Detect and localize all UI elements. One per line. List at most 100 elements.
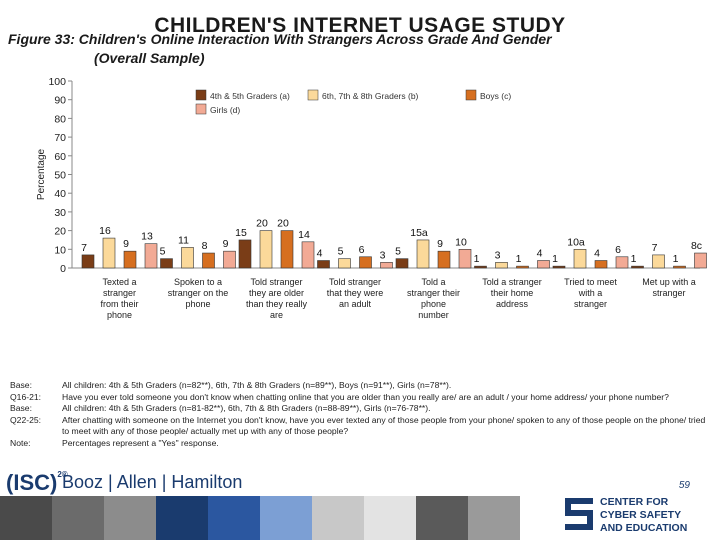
category-label-line: an adult	[339, 299, 372, 309]
bar	[102, 237, 116, 269]
data-label: 10	[455, 236, 467, 248]
data-label: 14	[298, 229, 310, 241]
footer-strip-block	[52, 496, 104, 540]
bar	[223, 250, 236, 269]
category-label-line: are	[270, 310, 283, 320]
category-label-line: stranger	[103, 288, 136, 298]
footer-strip-block	[468, 496, 520, 540]
data-label: 4	[317, 248, 323, 260]
data-label: 7	[652, 242, 658, 254]
legend-label: Boys (c)	[480, 91, 511, 101]
study-title: CHILDREN'S INTERNET USAGE STUDY	[154, 14, 566, 37]
bar	[160, 258, 173, 269]
bar-chart: 0 10 20 30 40 50 60 70 80 90 100 Percentage 4th & 5t…	[36, 76, 707, 320]
data-label: 8c	[691, 240, 702, 252]
footer-color-strip	[0, 496, 520, 540]
data-label: 4	[594, 248, 600, 260]
data-label: 8	[202, 240, 208, 252]
bar	[144, 243, 158, 269]
bar	[317, 260, 330, 269]
y-axis-label: Percentage	[36, 148, 47, 200]
category-label-line: stranger	[652, 288, 685, 298]
note-percentages: Note: Percentages represent a "Yes" respo…	[10, 437, 219, 448]
data-label: 1	[673, 253, 679, 265]
y-tick-label: 100	[48, 76, 66, 88]
data-label: 9	[437, 238, 443, 250]
figure-title: Figure 33: Children's Online Interaction…	[8, 30, 552, 68]
data-label: 15a	[410, 227, 428, 239]
data-label: 4	[537, 248, 543, 260]
data-label: 9	[223, 238, 229, 250]
footer-strip-block	[416, 496, 468, 540]
note-base-2: Base: All children: 4th & 5th Graders (n=…	[10, 403, 431, 413]
y-tick-label: 80	[54, 113, 66, 125]
bar	[338, 258, 351, 269]
bar	[474, 265, 487, 269]
category-label: Tried to meet with a stranger	[564, 277, 617, 309]
category-label-line: Told a	[421, 277, 445, 287]
data-label: 11	[178, 234, 189, 246]
bar	[652, 254, 665, 269]
bar	[301, 241, 315, 269]
y-tick-label: 60	[54, 151, 66, 163]
data-label: 1	[474, 253, 480, 265]
y-tick-label: 50	[54, 170, 66, 182]
legend-label: Girls (d)	[210, 105, 240, 115]
legend-label: 6th, 7th & 8th Graders (b)	[322, 91, 419, 101]
category-label: Told stranger that they were an adult	[327, 277, 384, 309]
data-label: 1	[631, 253, 637, 265]
category-label-line: stranger their	[407, 288, 460, 298]
category-label-line: Spoken to a	[174, 277, 222, 287]
figure-title-text: Figure 33: Children's Online Interaction…	[8, 31, 552, 47]
data-label: 1	[516, 253, 522, 265]
y-tick-label: 90	[54, 95, 66, 107]
bar	[238, 239, 252, 269]
data-label: 5	[160, 246, 166, 258]
bar	[416, 239, 430, 269]
footer-strip-block	[208, 496, 260, 540]
data-label: 5	[338, 246, 344, 258]
data-label: 7	[81, 242, 87, 254]
bar	[359, 256, 372, 269]
y-tick-label: 20	[54, 226, 66, 238]
data-label: 20	[277, 218, 289, 230]
category-label: Met up with a stranger	[642, 277, 696, 298]
category-label: Spoken to a stranger on the phone	[168, 277, 229, 309]
category-label-line: from their	[100, 299, 138, 309]
bar	[615, 256, 629, 269]
data-label: 15	[235, 227, 247, 239]
bar	[280, 230, 294, 269]
category-label: Told stranger they are older than they rea…	[246, 277, 308, 320]
bar	[123, 250, 137, 269]
bar	[437, 250, 451, 269]
data-label: 10a	[567, 236, 585, 248]
figure-subtitle: (Overall Sample)	[94, 50, 205, 66]
legend-swatch	[465, 89, 477, 101]
legend-swatch	[307, 89, 319, 101]
category-label-line: Texted a	[102, 277, 136, 287]
category-label: Texted a stranger from their phone	[100, 277, 138, 320]
category-label-line: their home	[491, 288, 534, 298]
category-label-line: phone	[107, 310, 132, 320]
category-label-line: they are older	[249, 288, 304, 298]
data-label: 20	[256, 218, 268, 230]
bar	[516, 265, 529, 269]
booz-allen-hamilton-logo: Booz | Allen | Hamilton	[62, 472, 243, 492]
category-label-line: number	[418, 310, 449, 320]
y-tick-label: 30	[54, 207, 66, 219]
category-label-line: address	[496, 299, 529, 309]
category-label-line: phone	[185, 299, 210, 309]
bar	[694, 252, 707, 269]
bar	[673, 265, 686, 269]
center-for-cyber-safety-logo-text: CENTER FOR CYBER SAFETY AND EDUCATION	[600, 496, 688, 534]
bar	[458, 249, 472, 269]
category-label-line: Told stranger	[329, 277, 381, 287]
data-label: 16	[99, 225, 111, 237]
footer-strip-block	[312, 496, 364, 540]
data-label: 3	[380, 249, 386, 261]
notes-section: Base: All children: 4th & 5th Graders (n=…	[10, 380, 710, 449]
category-label: Told a stranger their home address	[482, 277, 542, 309]
bar	[395, 258, 409, 269]
y-tick-label: 10	[54, 244, 66, 256]
category-label-line: than they really	[246, 299, 308, 309]
